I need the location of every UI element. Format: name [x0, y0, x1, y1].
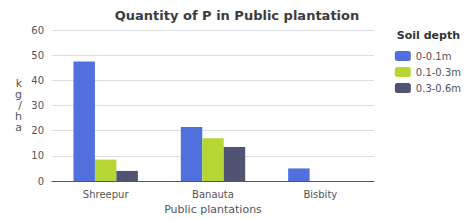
svg-text:0.1-0.3m: 0.1-0.3m	[416, 67, 461, 78]
svg-text:Quantity of P in Public planta: Quantity of P in Public plantation	[115, 8, 360, 23]
svg-text:60: 60	[31, 25, 44, 36]
svg-text:Soil depth: Soil depth	[397, 29, 460, 42]
svg-text:a: a	[15, 121, 22, 134]
svg-text:h: h	[15, 110, 22, 123]
svg-text:0.3-0.6m: 0.3-0.6m	[416, 83, 461, 94]
svg-text:40: 40	[31, 75, 44, 86]
svg-text:k: k	[15, 77, 22, 90]
svg-text:10: 10	[31, 150, 44, 161]
svg-text:Banauta: Banauta	[192, 189, 234, 200]
svg-text:50: 50	[31, 50, 44, 61]
svg-text:Public plantations: Public plantations	[164, 203, 262, 216]
svg-text:20: 20	[31, 125, 44, 136]
svg-text:Shreepur: Shreepur	[83, 189, 130, 200]
svg-text:g: g	[15, 88, 22, 101]
svg-text:Bisbity: Bisbity	[303, 189, 337, 200]
svg-text:30: 30	[31, 100, 44, 111]
svg-text:0-0.1m: 0-0.1m	[416, 51, 452, 62]
svg-text:0: 0	[38, 176, 44, 187]
